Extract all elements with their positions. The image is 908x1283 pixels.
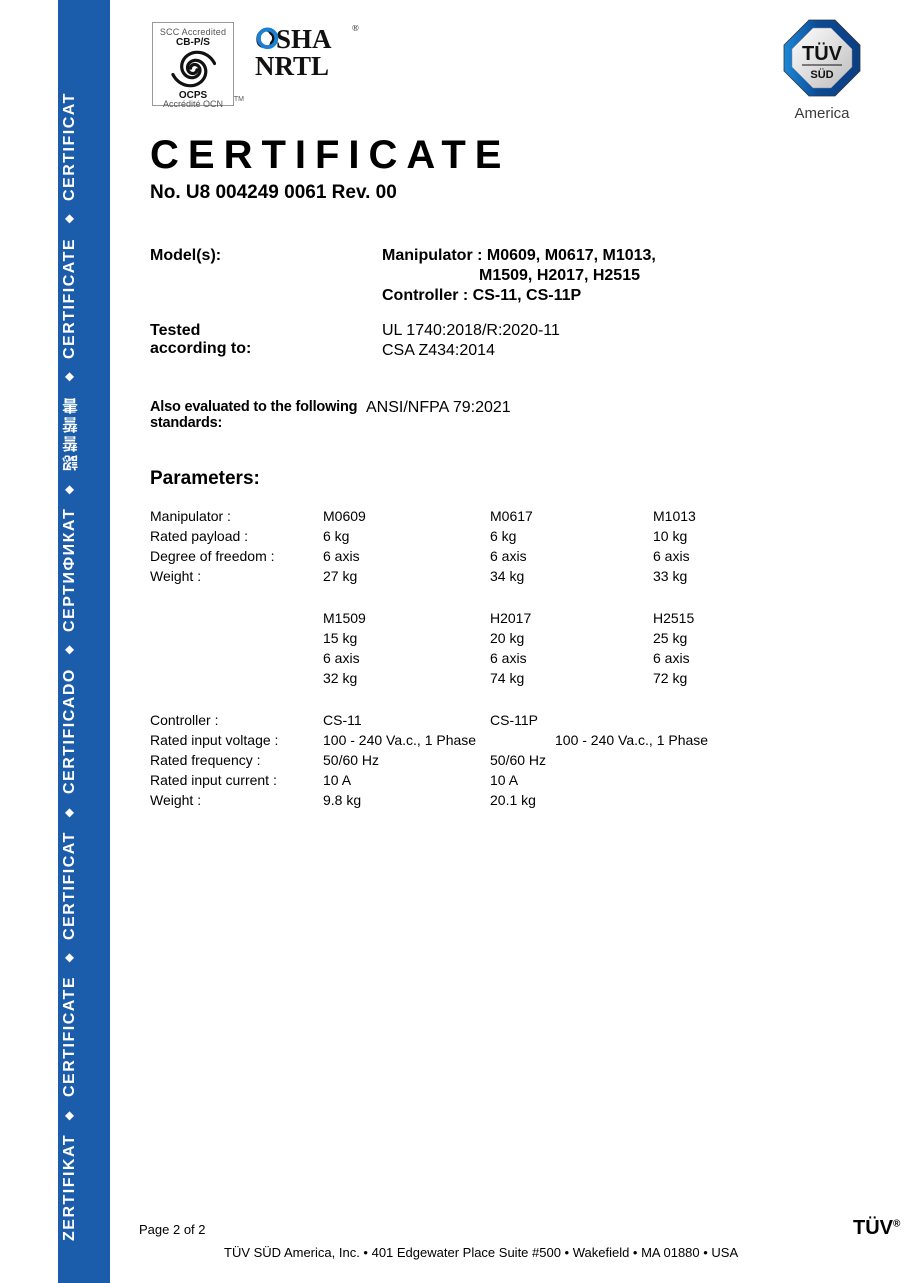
svg-text:TÜV: TÜV bbox=[802, 42, 843, 65]
svg-text:®: ® bbox=[352, 25, 359, 33]
svg-text:SÜD: SÜD bbox=[810, 68, 833, 81]
svg-text:NRTL: NRTL bbox=[255, 51, 329, 81]
